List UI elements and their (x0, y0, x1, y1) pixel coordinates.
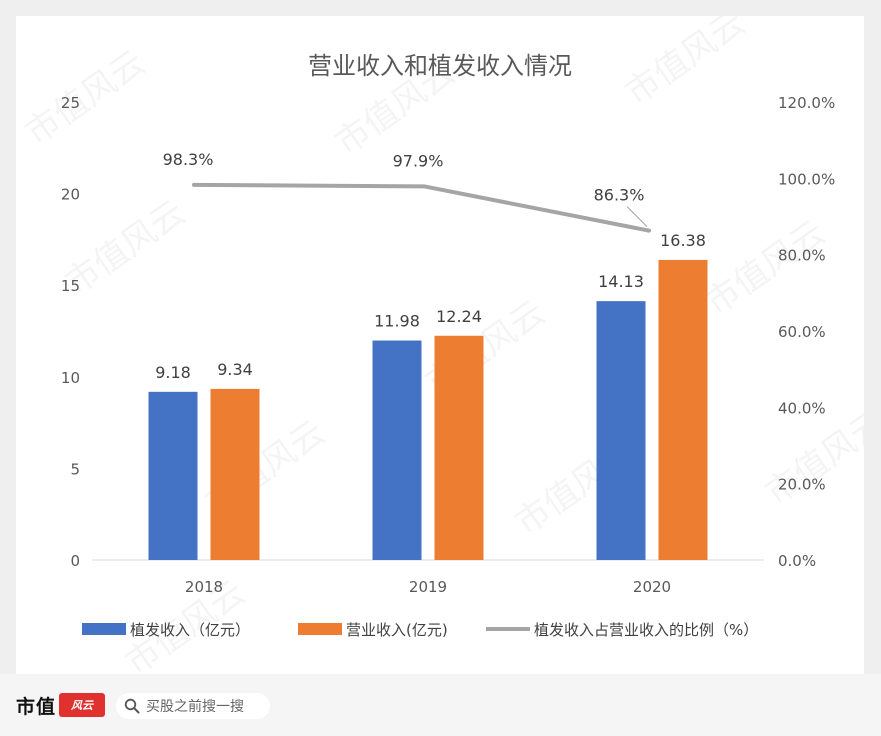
right-tick-label: 100.0% (778, 170, 835, 188)
x-tick-label: 2018 (185, 578, 223, 596)
brand-logo: 市值 风云 (16, 693, 106, 718)
x-axis-ticks: 2018 2019 2020 (185, 578, 671, 596)
bar-value-label: 12.24 (436, 307, 482, 326)
right-tick-label: 80.0% (778, 247, 826, 265)
right-tick-label: 60.0% (778, 323, 826, 341)
legend-swatch (298, 623, 342, 635)
ratio-line-path (192, 182, 651, 233)
search-icon (124, 698, 140, 714)
bar-revenue-2020 (658, 259, 708, 560)
ratio-label-leader (626, 206, 648, 227)
brand-name: 市值 (16, 695, 57, 718)
ratio-value-label: 86.3% (594, 186, 645, 205)
bars (148, 259, 708, 560)
watermark-text: 市值风云 (18, 43, 152, 154)
ratio-labels: 98.3% 97.9% 86.3% (163, 150, 648, 227)
watermark-text: 市值风云 (698, 213, 832, 324)
right-tick-label: 0.0% (778, 552, 816, 570)
right-axis-ticks: 0.0% 20.0% 40.0% 60.0% 80.0% 100.0% 120.0% (778, 94, 835, 570)
legend-swatch (82, 623, 126, 635)
bar-value-label: 11.98 (374, 312, 420, 331)
left-tick-label: 5 (70, 460, 80, 478)
search-placeholder: 买股之前搜一搜 (146, 699, 244, 715)
legend-label: 植发收入占营业收入的比例（%） (534, 621, 758, 639)
left-tick-label: 15 (61, 277, 80, 295)
bar-value-label: 9.34 (217, 360, 253, 379)
x-tick-label: 2020 (633, 578, 671, 596)
bar-hair-transplant-2018 (148, 391, 198, 560)
bar-revenue-2019 (434, 335, 484, 560)
watermark-text: 市值风云 (758, 403, 864, 514)
watermark-text: 市值风云 (618, 16, 752, 113)
right-tick-label: 40.0% (778, 399, 826, 417)
left-tick-label: 20 (61, 186, 80, 204)
ratio-value-label: 98.3% (163, 150, 214, 169)
bar-revenue-2018 (210, 388, 260, 560)
right-tick-label: 20.0% (778, 476, 826, 494)
ratio-value-label: 97.9% (393, 151, 444, 170)
search-input[interactable]: 买股之前搜一搜 (116, 693, 270, 719)
left-axis-ticks: 0 5 10 15 20 25 (61, 94, 80, 570)
legend: 植发收入（亿元） 营业收入(亿元) 植发收入占营业收入的比例（%） (82, 621, 758, 639)
chart-title: 营业收入和植发收入情况 (308, 52, 572, 80)
legend-label: 营业收入(亿元) (346, 621, 448, 639)
left-tick-label: 25 (61, 94, 80, 112)
right-tick-label: 120.0% (778, 94, 835, 112)
bar-labels: 9.18 11.98 14.13 9.34 12.24 16.38 (155, 231, 706, 382)
bar-value-label: 9.18 (155, 363, 191, 382)
x-tick-label: 2019 (409, 578, 447, 596)
legend-label: 植发收入（亿元） (130, 621, 250, 639)
footer-bar: 市值 风云 买股之前搜一搜 (0, 674, 881, 736)
brand-mark: 风云 (59, 693, 106, 717)
bar-value-label: 14.13 (598, 272, 644, 291)
chart-svg: 市值风云市值风云市值风云市值风云市值风云市值风云市值风云市值风云市值风云市值风云… (18, 16, 864, 674)
bar-hair-transplant-2020 (596, 301, 646, 560)
left-tick-label: 10 (61, 369, 80, 387)
bar-hair-transplant-2019 (372, 340, 422, 560)
left-tick-label: 0 (70, 552, 80, 570)
ratio-line (192, 182, 651, 233)
chart-card: 市值风云 市值风云 市值风云 市值风云 市值风云 市值风云 市值风云 市值风云 市值风云 市值风云… (16, 16, 864, 674)
bar-value-label: 16.38 (660, 231, 706, 250)
